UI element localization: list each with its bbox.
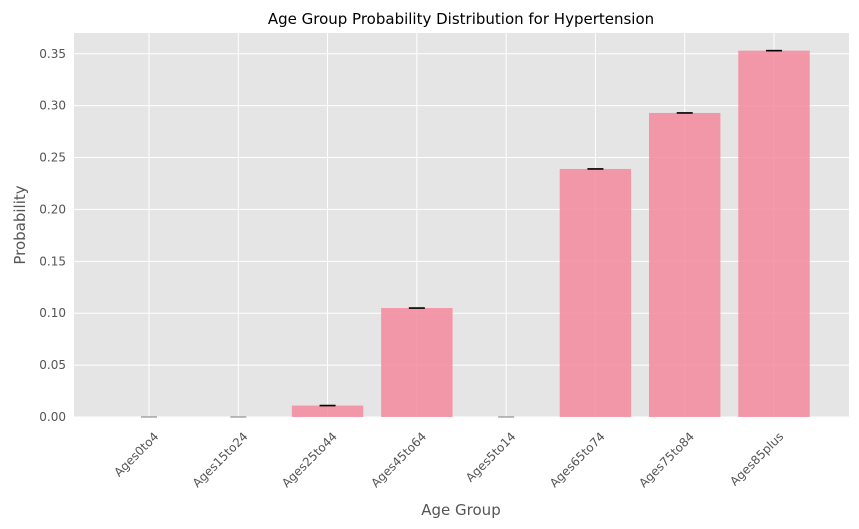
y-tick-label: 0.15 <box>39 254 66 268</box>
y-tick-label: 0.25 <box>39 151 66 165</box>
bar <box>559 168 632 417</box>
bar <box>381 308 453 417</box>
bar <box>291 405 364 417</box>
y-axis-label: Probability <box>11 185 29 264</box>
y-tick-label: 0.10 <box>39 306 66 320</box>
y-tick-label: 0.05 <box>39 358 66 372</box>
x-tick-labels: Ages0to4 Ages15to24 Ages25to44 Ages45to64 Ag… <box>111 429 786 490</box>
plot-background <box>74 33 849 417</box>
x-axis-label: Age Group <box>421 501 500 519</box>
error-bars <box>141 49 782 418</box>
bar <box>738 50 810 417</box>
y-tick-label: 0.30 <box>39 99 66 113</box>
x-tick-label: Ages65to74 <box>547 429 608 490</box>
x-tick-label: Ages45to64 <box>368 429 429 490</box>
x-tick-label: Ages0to4 <box>111 429 161 479</box>
y-tick-label: 0.00 <box>39 410 66 424</box>
chart-title: Age Group Probability Distribution for H… <box>268 10 654 28</box>
x-tick-label: Ages25to44 <box>279 429 340 490</box>
bars <box>291 50 810 417</box>
x-tick-label: Ages75to84 <box>636 429 697 490</box>
bar <box>649 112 721 417</box>
y-tick-label: 0.20 <box>39 202 66 216</box>
y-tick-labels: 0.00 0.05 0.10 0.15 0.20 0.25 0.30 0.35 <box>39 47 66 424</box>
x-tick-label: Ages5to14 <box>463 429 518 484</box>
y-tick-label: 0.35 <box>39 47 66 61</box>
x-tick-label: Ages85plus <box>727 429 786 488</box>
x-tick-label: Ages15to24 <box>190 429 251 490</box>
